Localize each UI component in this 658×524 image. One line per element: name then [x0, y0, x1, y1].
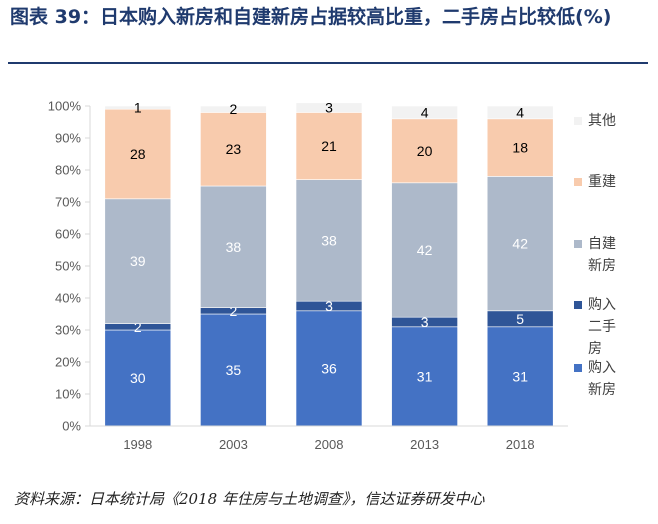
data-label: 31 — [512, 368, 528, 384]
bar-segment — [295, 310, 363, 427]
data-label: 2 — [134, 319, 142, 335]
legend-swatch — [574, 240, 582, 248]
data-label: 36 — [321, 360, 337, 376]
data-label: 2 — [230, 303, 238, 319]
source-note: 资料来源：日本统计局《2018 年住房与土地调查》，信达证券研发中心 — [14, 490, 485, 508]
chart-area: 0% 10% 20% 30% 40% 50% 60% 70% 80% 90% 100% 30 2 39 28… — [8, 82, 648, 464]
figure-title: 图表 39：日本购入新房和自建新房占据较高比重，二手房占比较低(%) — [10, 6, 612, 28]
data-label: 4 — [516, 104, 524, 120]
legend-label: 购入 — [588, 359, 616, 375]
x-tick-label: 2018 — [506, 437, 535, 452]
stacked-bar-chart: 0% 10% 20% 30% 40% 50% 60% 70% 80% 90% 100% 30 2 39 28… — [48, 99, 616, 453]
y-tick-label: 90% — [55, 131, 81, 146]
legend-label: 重建 — [588, 173, 616, 189]
y-tick-label: 0% — [62, 419, 81, 434]
legend-label: 自建 — [588, 235, 616, 251]
legend-swatch — [574, 364, 582, 372]
data-label: 4 — [421, 104, 429, 120]
data-label: 42 — [512, 236, 528, 252]
bar-segment — [391, 105, 458, 120]
y-tick-label: 80% — [55, 163, 81, 178]
bar-segment — [391, 182, 458, 318]
bar-segment — [104, 105, 172, 110]
data-label: 35 — [226, 362, 242, 378]
data-label: 31 — [417, 368, 433, 384]
data-label: 20 — [417, 143, 433, 159]
y-tick-label: 20% — [55, 355, 81, 370]
bar-segment — [200, 105, 267, 113]
data-label: 30 — [130, 370, 146, 386]
data-label: 18 — [512, 140, 528, 156]
legend-label: 新房 — [588, 381, 616, 397]
y-tick-label: 30% — [55, 323, 81, 338]
legend-swatch — [574, 301, 582, 309]
y-tick-label: 40% — [55, 291, 81, 306]
bar-segment — [391, 118, 458, 184]
legend-label: 二手 — [588, 318, 616, 334]
y-tick-label: 10% — [55, 387, 81, 402]
data-label: 42 — [417, 242, 433, 258]
data-label: 23 — [226, 141, 242, 157]
bar-segment — [486, 118, 554, 177]
y-tick-label: 70% — [55, 195, 81, 210]
legend-label: 购入 — [588, 296, 616, 312]
legend-swatch — [574, 117, 582, 125]
bar-segment — [295, 102, 363, 113]
title-rule — [8, 62, 648, 64]
data-label: 3 — [325, 100, 333, 116]
bar-segment — [295, 179, 363, 302]
bar-segment — [391, 326, 458, 427]
data-label: 3 — [325, 298, 333, 314]
y-tick-label: 100% — [48, 99, 82, 114]
data-label: 38 — [321, 232, 337, 248]
legend-swatch — [574, 178, 582, 186]
x-tick-label: 2008 — [315, 437, 344, 452]
legend-label: 房 — [588, 340, 602, 356]
bar-segment — [486, 105, 554, 120]
x-tick-label: 2013 — [410, 437, 439, 452]
data-label: 5 — [516, 311, 524, 327]
x-tick-label: 1998 — [123, 437, 152, 452]
data-label: 38 — [226, 239, 242, 255]
bar-segment — [104, 198, 172, 324]
y-tick-label: 50% — [55, 259, 81, 274]
bar-segment — [104, 108, 172, 200]
data-label: 3 — [421, 314, 429, 330]
data-label: 1 — [134, 100, 142, 116]
data-label: 21 — [321, 138, 337, 154]
bar-segment — [104, 329, 172, 427]
data-label: 2 — [230, 101, 238, 117]
bar-segment — [295, 112, 363, 180]
legend-label: 新房 — [588, 257, 616, 273]
data-label: 28 — [130, 146, 146, 162]
data-label: 39 — [130, 253, 146, 269]
y-tick-label: 60% — [55, 227, 81, 242]
bar-segment — [200, 313, 267, 427]
bar-segment — [486, 176, 554, 312]
bar-segment — [200, 112, 267, 187]
x-tick-label: 2003 — [219, 437, 248, 452]
legend-label: 其他 — [588, 112, 616, 128]
bar-segment — [486, 326, 554, 427]
